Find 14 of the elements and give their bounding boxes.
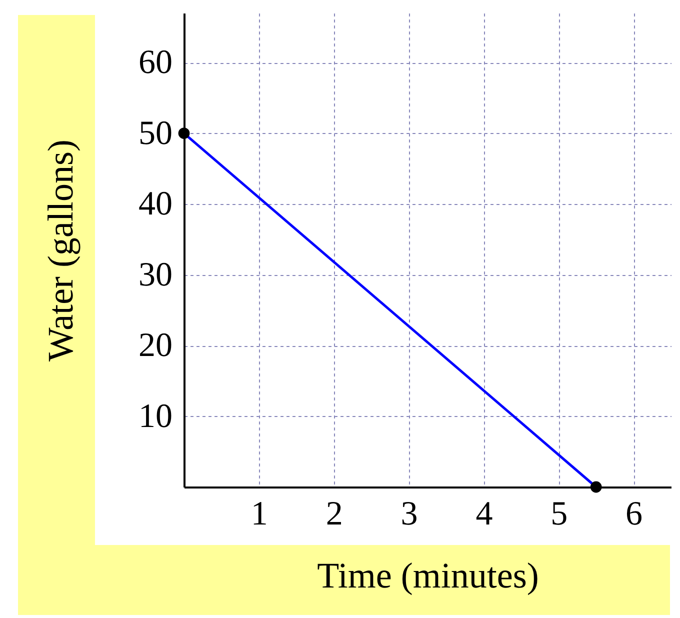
- y-tick-label: 30: [138, 256, 172, 294]
- y-tick-label: 60: [138, 44, 172, 82]
- x-tick-label: 3: [400, 496, 418, 532]
- y-tick-label: 10: [138, 398, 172, 435]
- x-tick-label: 2: [326, 496, 343, 532]
- y-tick-label: 50: [138, 114, 172, 152]
- x-tick-label: 4: [476, 496, 493, 532]
- y-tick-label: 40: [138, 186, 172, 223]
- x-tick-label: 1: [250, 496, 268, 532]
- x-tick-label: 5: [550, 496, 568, 532]
- y-axis-title: Water (gallons): [40, 139, 80, 362]
- x-axis-title: Time (minutes): [317, 556, 539, 596]
- y-tick-label: 20: [138, 327, 172, 364]
- x-tick-label: 6: [626, 496, 643, 532]
